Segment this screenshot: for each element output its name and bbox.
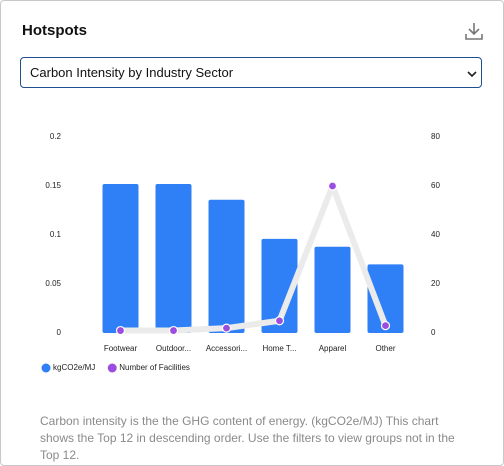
bar: [155, 184, 192, 333]
x-tick-label: Outdoor...: [156, 344, 191, 353]
line-point: [168, 325, 179, 336]
line-point: [221, 323, 232, 333]
bar: [367, 264, 404, 333]
y2-tick-label: 60: [431, 181, 440, 190]
y-tick-label: 0.05: [45, 279, 61, 288]
line-point: [327, 181, 338, 191]
bar: [102, 184, 139, 333]
x-tick-label: Home T...: [262, 344, 296, 353]
y2-tick-label: 80: [431, 132, 440, 141]
line-point: [274, 316, 285, 326]
y-tick-label: 0.1: [50, 230, 62, 239]
x-tick-label: Other: [375, 344, 395, 353]
legend-label: kgCO2e/MJ: [53, 363, 95, 372]
x-tick-label: Apparel: [319, 344, 347, 353]
y2-tick-label: 40: [431, 230, 440, 239]
y2-tick-label: 20: [431, 279, 440, 288]
bar: [314, 246, 351, 333]
y-tick-label: 0.2: [50, 132, 62, 141]
legend-marker: [107, 363, 117, 373]
y-tick-label: 0: [57, 328, 62, 337]
line-point: [380, 321, 391, 331]
dropdown-arrow: [467, 71, 477, 78]
line: [120, 183, 389, 334]
legend-marker: [41, 363, 51, 373]
legend-label: Number of Facilities: [119, 363, 190, 372]
x-tick-label: Footwear: [104, 344, 138, 353]
dropdown[interactable]: Carbon Intensity by Industry Sector: [20, 57, 482, 88]
download-icon[interactable]: [465, 23, 483, 40]
bar: [208, 199, 245, 333]
y2-tick-label: 0: [431, 328, 436, 337]
x-tick-label: Accessori...: [206, 344, 247, 353]
card-title: Hotspots: [22, 22, 87, 39]
footnote: Carbon intensity is the the GHG content …: [40, 414, 455, 462]
line-point: [115, 325, 126, 336]
y-tick-label: 0.15: [45, 181, 61, 190]
bar: [261, 238, 298, 333]
